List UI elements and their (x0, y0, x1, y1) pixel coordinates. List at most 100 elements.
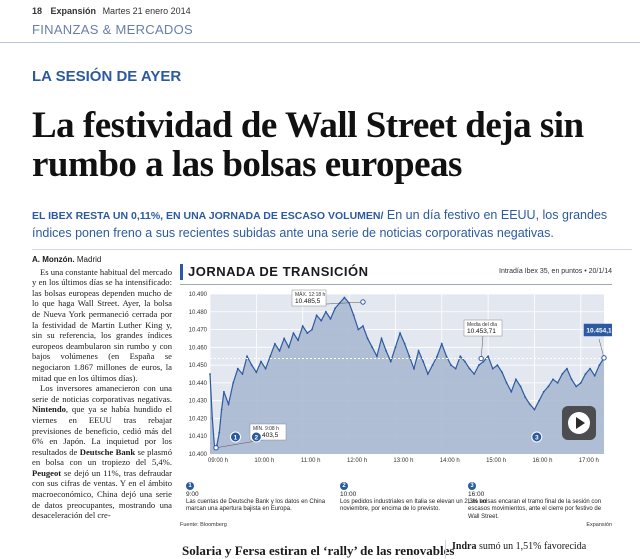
data-point (547, 385, 550, 388)
data-point (538, 399, 541, 402)
data-point (589, 367, 591, 370)
article-body: A. Monzón. Madrid Es una constante habit… (32, 255, 172, 521)
data-point (211, 417, 214, 420)
p2-text-a: Los inversores amanecieron con una serie… (32, 383, 172, 404)
data-point (306, 332, 309, 335)
p2-bold-nintendo: Nintendo (32, 404, 66, 415)
p2-bold-peugeot: Peugeot (32, 467, 62, 478)
callout-point-2 (478, 355, 484, 362)
callout-box-0 (291, 289, 327, 307)
data-point (269, 355, 272, 358)
data-point (561, 373, 564, 375)
y-tick-label: 10.430 (189, 399, 208, 405)
kicker: LA SESIÓN DE AYER (32, 68, 182, 85)
data-point (320, 319, 323, 322)
data-point (324, 310, 327, 313)
data-point (315, 314, 318, 317)
data-point (556, 381, 559, 384)
data-point (385, 349, 388, 352)
y-tick-label: 10.450 (189, 363, 208, 369)
data-point (301, 325, 304, 327)
article-paragraph-2: Los inversores amanecieron con una serie… (32, 383, 172, 521)
note-3: 3 16:00 Las bolsas encaran el tramo fina… (468, 482, 612, 521)
play-icon (576, 417, 585, 429)
y-tick-label: 10.440 (189, 381, 208, 387)
deck-lead: EL IBEX RESTA UN 0,11%, EN UNA JORNADA D… (32, 210, 384, 222)
data-point (250, 364, 253, 367)
callout-value-2: 10.453,71 (467, 328, 496, 335)
p2-text-c: se plasmó en bolsa con un tropiezo del 5… (32, 446, 173, 468)
data-point (329, 317, 332, 320)
callout-point-3 (601, 355, 607, 361)
data-point (357, 328, 360, 331)
publication-name: Expansión (50, 6, 97, 16)
event-marker-label-1: 1 (234, 435, 238, 442)
data-point (436, 355, 439, 358)
data-point (227, 403, 230, 406)
data-point (598, 364, 601, 367)
callout-box-3 (583, 323, 612, 337)
data-point (579, 381, 582, 384)
data-point (464, 360, 466, 363)
data-point (593, 374, 596, 377)
chart-header-rule (180, 284, 612, 285)
p2-bold-deutsche: Deutsche Bank (79, 446, 136, 457)
p2-text-d: se dejó un 11%, tras defraudar con sus c… (32, 467, 172, 521)
masthead: 18 Expansión Martes 21 enero 2014 (32, 6, 632, 16)
callout-value-1: 10.403,5 (253, 432, 279, 439)
note-text-3: Las bolsas encaran el tramo final de la … (468, 498, 602, 520)
data-point (450, 364, 452, 367)
data-point (431, 364, 434, 367)
chart-plot: 10.490 10.480 10.470 10.460 10.450 10.440 10.4… (189, 289, 612, 464)
data-point (519, 385, 522, 388)
callout-value-3: 10.454,1 (586, 328, 612, 335)
data-point (255, 371, 258, 374)
data-point (552, 378, 554, 381)
data-point (273, 342, 276, 345)
deck-text: En un día festivo en EEUU, los grandes í… (32, 208, 608, 240)
data-point (524, 396, 527, 399)
data-point (528, 403, 531, 406)
p2-text-b: , que ya se había hundido el viernes en … (32, 404, 172, 457)
x-tick-label: 12:00 h (347, 458, 367, 464)
data-point (362, 325, 364, 327)
data-point (417, 349, 420, 352)
data-point (246, 355, 248, 358)
deck-divider (32, 249, 632, 250)
data-point (399, 332, 401, 335)
data-point (473, 373, 476, 375)
data-point (477, 364, 480, 367)
page-number: 18 (32, 6, 43, 16)
x-tick-label: 09:00 h (208, 458, 228, 464)
data-point (468, 367, 471, 370)
callout-label-1: MÍN. 9:08 h (253, 425, 279, 432)
data-point (487, 355, 490, 358)
x-tick-label: 13:00 h (393, 458, 413, 464)
column-separator (445, 540, 446, 559)
data-point (491, 367, 494, 370)
headline: La festividad de Wall Street deja sin ru… (32, 105, 584, 185)
section-name: FINANZAS & MERCADOS (32, 22, 193, 37)
data-point (371, 346, 374, 349)
data-point (422, 360, 425, 363)
data-point (292, 332, 295, 335)
note-marker-1: 1 (186, 482, 194, 490)
y-tick-label: 10.470 (189, 328, 208, 334)
data-point (220, 408, 223, 411)
chart-title: JORNADA DE TRANSICIÓN (188, 264, 369, 279)
chart-subtitle: Intradía Ibex 35, en puntos • 20/1/14 (499, 268, 612, 275)
series-area (210, 297, 604, 454)
chart-source: Fuente: Bloomberg (180, 522, 227, 528)
data-point (287, 346, 290, 349)
note-marker-2: 2 (340, 482, 348, 490)
data-point (584, 373, 587, 375)
data-point (218, 431, 221, 434)
data-point (408, 355, 411, 358)
data-point (260, 360, 262, 363)
data-point (223, 390, 225, 393)
data-point (515, 378, 517, 381)
data-point (501, 371, 503, 374)
byline-author: A. Monzón. (32, 255, 75, 264)
note-text-2: Los pedidos industriales en Italia se el… (340, 498, 487, 513)
next-column-text: Indra sumó un 1,51% favorecida (452, 541, 640, 552)
